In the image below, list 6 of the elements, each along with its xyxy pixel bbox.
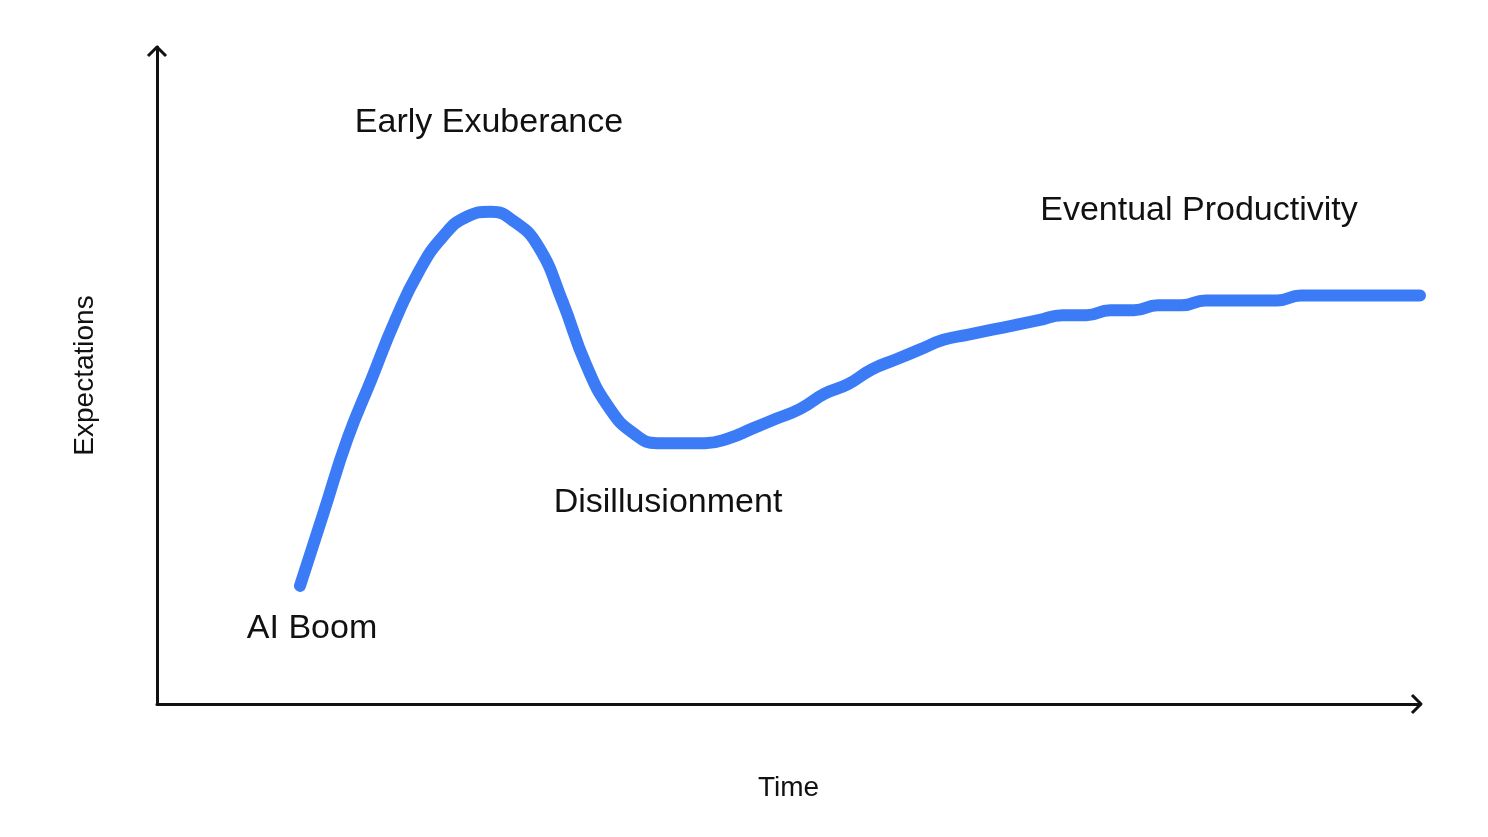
annotation: Disillusionment: [553, 481, 783, 519]
annotation: AI Boom: [246, 607, 378, 645]
x-axis-title: Time: [757, 770, 820, 802]
text: Early Exuberance: [354, 101, 624, 139]
annotation: Eventual Productivity: [1040, 189, 1358, 227]
y-axis-title: Expectations: [67, 295, 99, 456]
